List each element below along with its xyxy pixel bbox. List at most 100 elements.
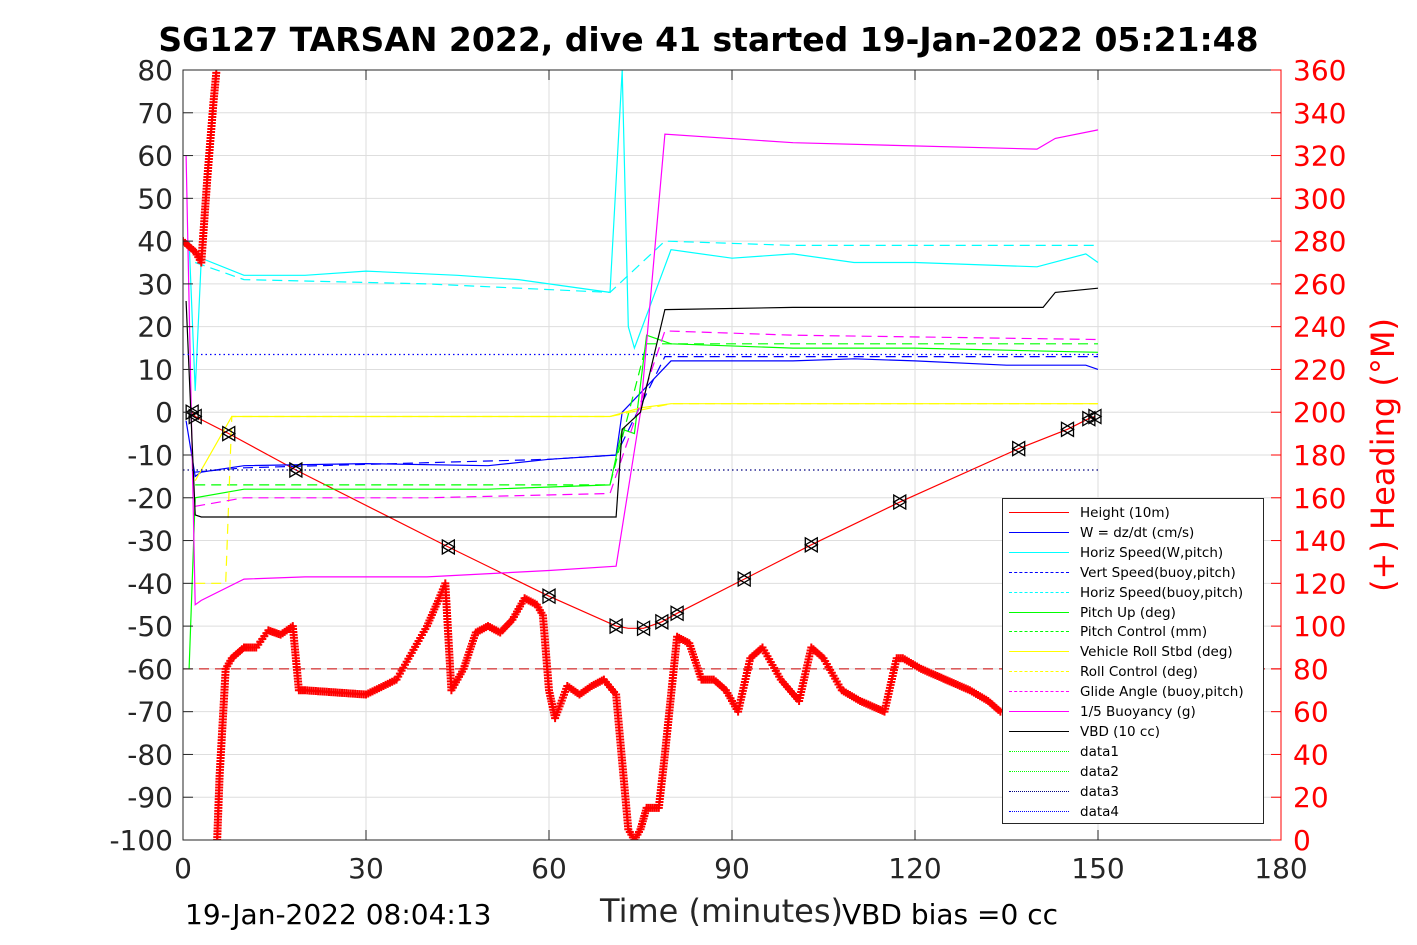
y-tick-label: -70 [127,696,173,729]
legend-swatch [1009,810,1069,812]
right-y-tick-label: 180 [1293,439,1346,472]
right-y-tick-label: 360 [1293,54,1346,87]
x-tick-label: 120 [888,852,941,885]
waypoint-marker [1087,408,1103,425]
legend-entry: data4 [1003,802,1265,822]
y-tick-label: -40 [127,567,173,600]
legend-swatch [1009,512,1069,513]
series-group [183,70,1281,840]
waypoint-marker [441,538,456,556]
right-y-tick-label: 260 [1293,268,1346,301]
x-tick-label: 180 [1254,852,1307,885]
legend-swatch [1009,611,1069,613]
chart-title: SG127 TARSAN 2022, dive 41 started 19-Ja… [158,20,1259,59]
legend-entry: Vert Speed(buoy,pitch) [1003,563,1265,583]
legend-label: data1 [1080,743,1119,760]
y-tick-label: 20 [137,311,173,344]
y-tick-label: -10 [127,439,173,472]
right-y-tick-label: 140 [1293,525,1346,558]
right-y-tick-label: 80 [1293,653,1329,686]
x-axis-label: Time (minutes) [600,892,843,930]
x-tick-label: 0 [174,852,192,885]
right-y-axis-label: (+) Heading (°M) [1364,318,1402,592]
legend-label: VBD (10 cc) [1080,723,1161,740]
legend-entry: Vehicle Roll Stbd (deg) [1003,642,1265,662]
legend-label: Horiz Speed(buoy,pitch) [1080,584,1244,601]
legend-label: Pitch Up (deg) [1080,604,1176,621]
legend-swatch [1009,531,1069,533]
legend-swatch [1009,790,1069,792]
legend-swatch [1009,591,1069,593]
waypoint-marker [1060,421,1075,438]
series-line-10 [195,330,1099,507]
waypoint-marker [187,408,203,425]
y-tick-label: -20 [127,482,173,515]
legend-label: data4 [1080,803,1119,820]
legend-swatch [1009,631,1069,633]
legend-entry: Horiz Speed(buoy,pitch) [1003,583,1265,603]
legend: Height (10m) W = dz/dt (cm/s) Horiz Speed(… [1002,498,1264,824]
waypoint-marker [804,536,819,553]
legend-label: Height (10m) [1080,505,1170,521]
x-tick-label: 90 [714,852,750,885]
legend-label: Horiz Speed(W,pitch) [1080,544,1224,561]
right-y-tick-label: 220 [1293,353,1346,386]
right-y-tick-label: 0 [1293,824,1311,857]
y-tick-label: -80 [127,738,173,771]
series-line-6 [188,334,1099,669]
legend-entry: W = dz/dt (cm/s) [1003,523,1265,543]
legend-label: Roll Control (deg) [1080,664,1198,681]
right-y-tick-label: 200 [1293,396,1346,429]
waypoint-marker [669,605,685,622]
vbd-bias-label: VBD bias =0 cc [842,898,1058,931]
series-line-11 [185,129,1099,606]
right-y-tick-label: 160 [1293,482,1346,515]
legend-swatch [1009,571,1069,573]
y-tick-label: 0 [155,396,173,429]
legend-entry: Horiz Speed(W,pitch) [1003,543,1265,563]
right-y-tick-label: 340 [1293,97,1346,130]
legend-entry: Roll Control (deg) [1003,662,1265,682]
legend-entry: Pitch Up (deg) [1003,603,1265,623]
right-y-tick-label: 240 [1293,311,1346,344]
legend-label: Vehicle Roll Stbd (deg) [1080,644,1233,661]
legend-label: 1/5 Buoyancy (g) [1080,704,1196,720]
waypoint-marker [1011,440,1026,457]
series-line-9 [195,403,1098,584]
y-tick-label: 80 [137,54,173,87]
legend-swatch [1009,671,1069,673]
series-line-7 [195,343,1098,486]
waypoint-marker [221,425,237,442]
legend-label: data3 [1080,783,1119,800]
y-tick-label: 70 [137,97,173,130]
legend-swatch [1009,770,1069,772]
right-y-tick-label: 320 [1293,140,1346,173]
legend-label: data2 [1080,763,1119,780]
waypoint-marker [654,613,670,630]
legend-swatch [1009,551,1069,553]
y-tick-label: -50 [127,610,173,643]
y-tick-label: 10 [137,353,173,386]
y-tick-label: -30 [127,525,173,558]
legend-entry: data2 [1003,762,1265,782]
y-tick-label: 40 [137,225,173,258]
y-tick-label: 30 [137,268,173,301]
waypoint-marker [636,620,651,637]
y-tick-label: -60 [127,653,173,686]
right-y-tick-label: 100 [1293,610,1346,643]
right-y-tick-label: 300 [1293,182,1346,215]
legend-label: Vert Speed(buoy,pitch) [1080,564,1236,581]
series-line-1 [191,411,1096,629]
waypoint-marker [541,588,557,605]
legend-entry: VBD (10 cc) [1003,722,1265,742]
x-tick-label: 60 [531,852,567,885]
x-tick-label: 30 [348,852,384,885]
legend-swatch [1009,711,1069,712]
series-line-8 [194,403,1098,481]
legend-entry: 1/5 Buoyancy (g) [1003,702,1265,722]
legend-entry: Height (10m) [1003,503,1265,523]
right-y-tick-label: 20 [1293,781,1329,814]
right-y-tick-label: 40 [1293,738,1329,771]
series-line-5 [195,240,1098,294]
x-tick-label: 150 [1071,852,1124,885]
